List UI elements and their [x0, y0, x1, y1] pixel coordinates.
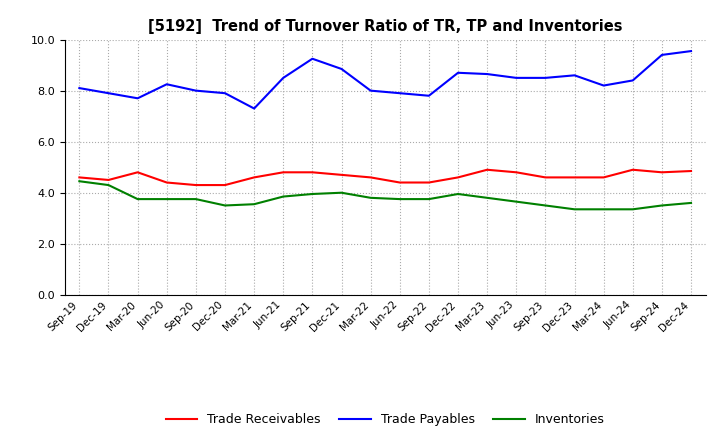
Legend: Trade Receivables, Trade Payables, Inventories: Trade Receivables, Trade Payables, Inven…	[161, 408, 610, 431]
Inventories	[599, 207, 608, 212]
Trade Receivables	[599, 175, 608, 180]
Trade Receivables	[483, 167, 492, 172]
Inventories	[657, 203, 666, 208]
Inventories	[395, 196, 404, 202]
Trade Payables	[599, 83, 608, 88]
Trade Receivables	[75, 175, 84, 180]
Trade Payables	[250, 106, 258, 111]
Trade Receivables	[570, 175, 579, 180]
Inventories	[220, 203, 229, 208]
Line: Trade Receivables: Trade Receivables	[79, 170, 691, 185]
Trade Payables	[104, 91, 113, 96]
Inventories	[104, 183, 113, 188]
Inventories	[483, 195, 492, 201]
Trade Receivables	[220, 183, 229, 188]
Line: Trade Payables: Trade Payables	[79, 51, 691, 109]
Inventories	[308, 191, 317, 197]
Trade Receivables	[629, 167, 637, 172]
Trade Payables	[483, 71, 492, 77]
Trade Receivables	[192, 183, 200, 188]
Trade Payables	[75, 85, 84, 91]
Trade Receivables	[163, 180, 171, 185]
Trade Receivables	[337, 172, 346, 177]
Trade Receivables	[425, 180, 433, 185]
Inventories	[454, 191, 462, 197]
Trade Payables	[570, 73, 579, 78]
Trade Payables	[192, 88, 200, 93]
Trade Payables	[220, 91, 229, 96]
Inventories	[366, 195, 375, 201]
Trade Payables	[541, 75, 550, 81]
Trade Receivables	[657, 170, 666, 175]
Trade Receivables	[308, 170, 317, 175]
Inventories	[512, 199, 521, 204]
Inventories	[279, 194, 287, 199]
Inventories	[687, 200, 696, 205]
Trade Receivables	[366, 175, 375, 180]
Inventories	[192, 196, 200, 202]
Inventories	[541, 203, 550, 208]
Trade Payables	[454, 70, 462, 75]
Trade Receivables	[454, 175, 462, 180]
Trade Payables	[308, 56, 317, 61]
Inventories	[629, 207, 637, 212]
Inventories	[570, 207, 579, 212]
Trade Receivables	[687, 169, 696, 174]
Trade Receivables	[279, 170, 287, 175]
Inventories	[163, 196, 171, 202]
Inventories	[250, 202, 258, 207]
Inventories	[133, 196, 142, 202]
Trade Payables	[279, 75, 287, 81]
Trade Payables	[395, 91, 404, 96]
Trade Payables	[163, 81, 171, 87]
Trade Receivables	[104, 177, 113, 183]
Inventories	[75, 179, 84, 184]
Trade Receivables	[541, 175, 550, 180]
Trade Receivables	[250, 175, 258, 180]
Trade Receivables	[395, 180, 404, 185]
Trade Payables	[133, 95, 142, 101]
Trade Payables	[425, 93, 433, 99]
Line: Inventories: Inventories	[79, 181, 691, 209]
Trade Payables	[337, 66, 346, 72]
Trade Payables	[629, 78, 637, 83]
Trade Receivables	[512, 170, 521, 175]
Inventories	[425, 196, 433, 202]
Trade Payables	[657, 52, 666, 58]
Title: [5192]  Trend of Turnover Ratio of TR, TP and Inventories: [5192] Trend of Turnover Ratio of TR, TP…	[148, 19, 623, 34]
Inventories	[337, 190, 346, 195]
Trade Payables	[366, 88, 375, 93]
Trade Payables	[687, 48, 696, 54]
Trade Receivables	[133, 170, 142, 175]
Trade Payables	[512, 75, 521, 81]
